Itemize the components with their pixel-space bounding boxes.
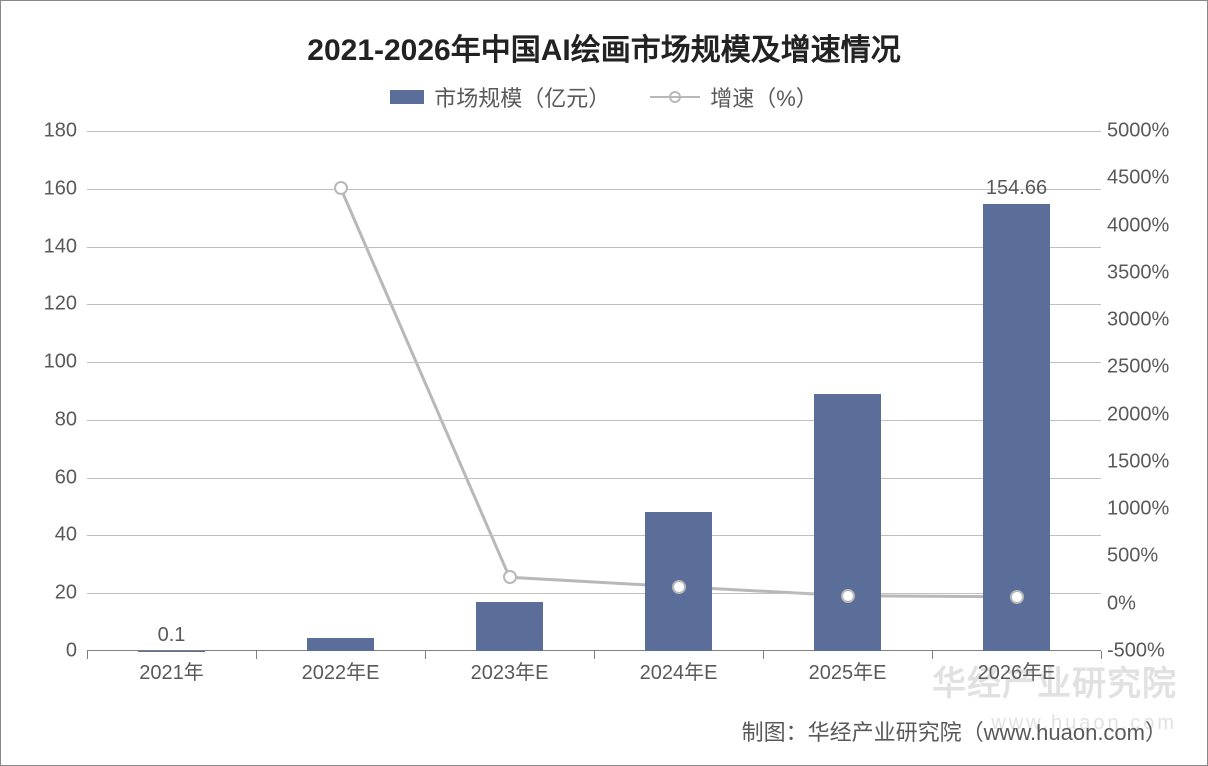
bar — [138, 651, 206, 652]
bar — [814, 394, 882, 651]
y2-axis-label: 2500% — [1107, 356, 1187, 379]
legend: 市场规模（亿元） 增速（%） — [1, 81, 1207, 113]
line-marker — [334, 181, 348, 195]
x-axis-label: 2023年E — [471, 656, 549, 685]
legend-line-stroke — [650, 96, 700, 98]
grid-line — [87, 304, 1101, 305]
grid-line — [87, 189, 1101, 190]
chart-container: 2021-2026年中国AI绘画市场规模及增速情况 市场规模（亿元） 增速（%）… — [0, 0, 1208, 766]
x-tick — [932, 651, 933, 659]
y2-axis-label: -500% — [1107, 640, 1187, 663]
grid-line — [87, 247, 1101, 248]
plot-area: 020406080100120140160180-500%0%500%1000%… — [87, 131, 1101, 651]
x-tick — [425, 651, 426, 659]
y2-axis-label: 1500% — [1107, 450, 1187, 473]
bar-data-label: 0.1 — [158, 624, 186, 647]
y2-axis-label: 1000% — [1107, 498, 1187, 521]
legend-item-line: 增速（%） — [650, 81, 818, 113]
y2-axis-label: 3500% — [1107, 261, 1187, 284]
grid-line — [87, 535, 1101, 536]
x-tick — [763, 651, 764, 659]
y2-axis-label: 4500% — [1107, 167, 1187, 190]
grid-line — [87, 420, 1101, 421]
line-marker — [503, 570, 517, 584]
line-marker — [1010, 590, 1024, 604]
grid-line — [87, 478, 1101, 479]
legend-line-swatch — [650, 90, 700, 104]
x-axis-label: 2022年E — [302, 656, 380, 685]
bar — [983, 204, 1051, 651]
bar — [307, 638, 375, 651]
grid-line — [87, 362, 1101, 363]
chart-title: 2021-2026年中国AI绘画市场规模及增速情况 — [1, 25, 1207, 69]
legend-item-bar: 市场规模（亿元） — [390, 81, 610, 113]
y2-axis-label: 2000% — [1107, 403, 1187, 426]
y2-axis-label: 4000% — [1107, 214, 1187, 237]
grid-line — [87, 131, 1101, 132]
y1-axis-label: 160 — [27, 177, 77, 200]
bar — [476, 602, 544, 651]
y1-axis-label: 40 — [27, 524, 77, 547]
y1-axis-label: 120 — [27, 293, 77, 316]
line-series-svg — [87, 131, 1101, 651]
y2-axis-label: 3000% — [1107, 309, 1187, 332]
bar-data-label: 154.66 — [986, 177, 1047, 200]
y1-axis-label: 180 — [27, 120, 77, 143]
y1-axis-label: 100 — [27, 351, 77, 374]
x-axis-label: 2025年E — [809, 656, 887, 685]
y2-axis-label: 5000% — [1107, 120, 1187, 143]
legend-bar-label: 市场规模（亿元） — [434, 81, 610, 113]
grid-line — [87, 593, 1101, 594]
y2-axis-label: 0% — [1107, 592, 1187, 615]
y2-axis-label: 500% — [1107, 545, 1187, 568]
legend-bar-swatch — [390, 90, 424, 104]
y1-axis-label: 0 — [27, 640, 77, 663]
legend-line-label: 增速（%） — [710, 81, 818, 113]
y1-axis-label: 60 — [27, 466, 77, 489]
x-axis-label: 2021年 — [139, 656, 204, 685]
x-tick — [87, 651, 88, 659]
chart-source-footer: 制图：华经产业研究院（www.huaon.com） — [742, 715, 1167, 747]
x-tick — [256, 651, 257, 659]
y1-axis-label: 80 — [27, 408, 77, 431]
line-marker — [841, 589, 855, 603]
line-marker — [672, 580, 686, 594]
x-axis-label: 2026年E — [978, 656, 1056, 685]
x-tick — [1101, 651, 1102, 659]
y1-axis-label: 20 — [27, 582, 77, 605]
x-tick — [594, 651, 595, 659]
y1-axis-label: 140 — [27, 235, 77, 258]
x-axis-label: 2024年E — [640, 656, 718, 685]
